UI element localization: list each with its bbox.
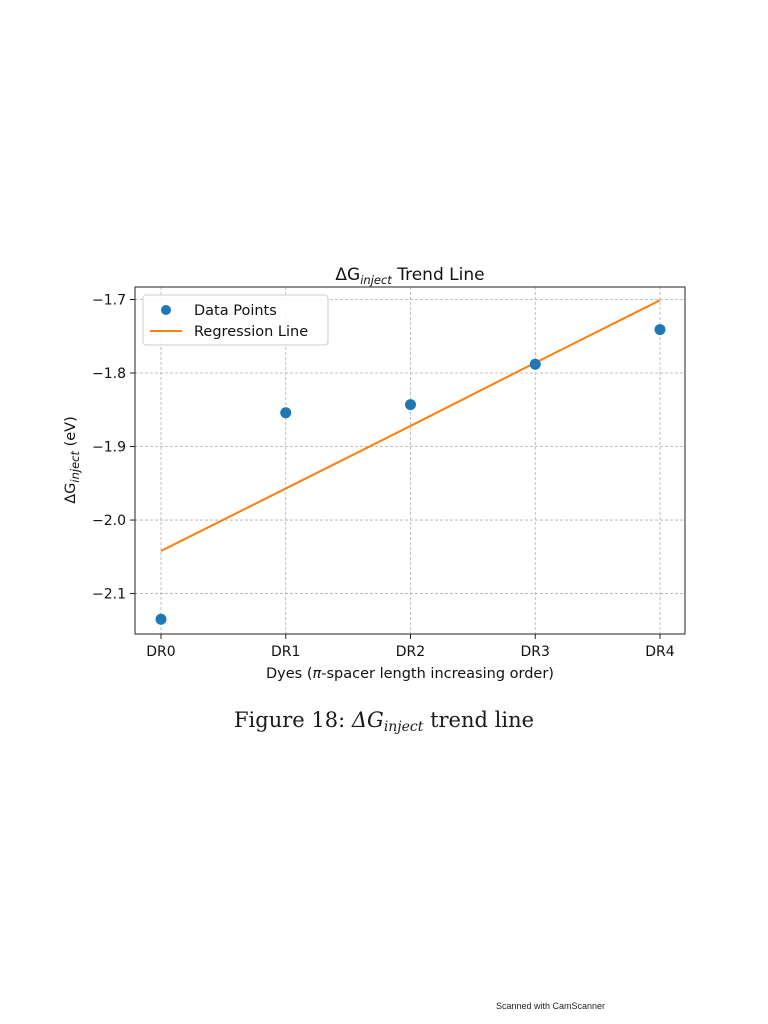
y-axis-label: ΔGinject (eV) bbox=[63, 416, 82, 504]
caption-math: ΔG bbox=[351, 708, 384, 732]
data-point-dr0 bbox=[155, 613, 167, 625]
legend-label-data-points: Data Points bbox=[194, 303, 277, 319]
scanner-watermark: Scanned with CamScanner bbox=[496, 1001, 606, 1011]
x-axis-label: Dyes (π-spacer length increasing order) bbox=[266, 666, 554, 682]
data-points-series bbox=[155, 324, 666, 625]
y-axis: −1.7 −1.8 −1.9 −2.0 −2.1 bbox=[92, 292, 135, 603]
caption-prefix: Figure 18: bbox=[233, 708, 352, 732]
x-tick-label: DR3 bbox=[521, 644, 550, 660]
legend-label-regression-line: Regression Line bbox=[194, 324, 308, 340]
x-tick-label: DR4 bbox=[645, 644, 675, 660]
y-tick-label: −2.0 bbox=[92, 513, 126, 529]
legend: Data Points Regression Line bbox=[142, 294, 329, 346]
caption-sub: inject bbox=[383, 719, 424, 735]
x-axis: DR0 DR1 DR2 DR3 DR4 bbox=[146, 634, 675, 660]
data-point-dr2 bbox=[405, 399, 416, 411]
x-tick-label: DR0 bbox=[146, 644, 175, 660]
regression-series bbox=[160, 299, 661, 552]
legend-box bbox=[142, 294, 329, 346]
caption-suffix: trend line bbox=[423, 708, 535, 732]
data-point-dr4 bbox=[654, 324, 666, 336]
y-tick-label: −1.7 bbox=[92, 292, 126, 308]
y-tick-label: −1.8 bbox=[92, 366, 126, 382]
y-tick-label: −1.9 bbox=[92, 440, 126, 456]
x-tick-label: DR1 bbox=[271, 644, 300, 660]
x-tick-label: DR2 bbox=[396, 644, 425, 660]
y-tick-label: −2.1 bbox=[92, 587, 126, 603]
data-point-dr1 bbox=[280, 407, 292, 419]
figure-caption: Figure 18: ΔGinject trend line bbox=[0, 708, 768, 735]
legend-marker-data-points bbox=[161, 305, 171, 315]
chart: DR0 DR1 DR2 DR3 DR4 −1.7 −1.8 −1.9 −2.0 −2.1 ΔGi… bbox=[63, 265, 686, 682]
chart-title: ΔGinject Trend Line bbox=[335, 265, 484, 287]
regression-line bbox=[160, 299, 661, 552]
data-point-dr3 bbox=[529, 358, 541, 370]
